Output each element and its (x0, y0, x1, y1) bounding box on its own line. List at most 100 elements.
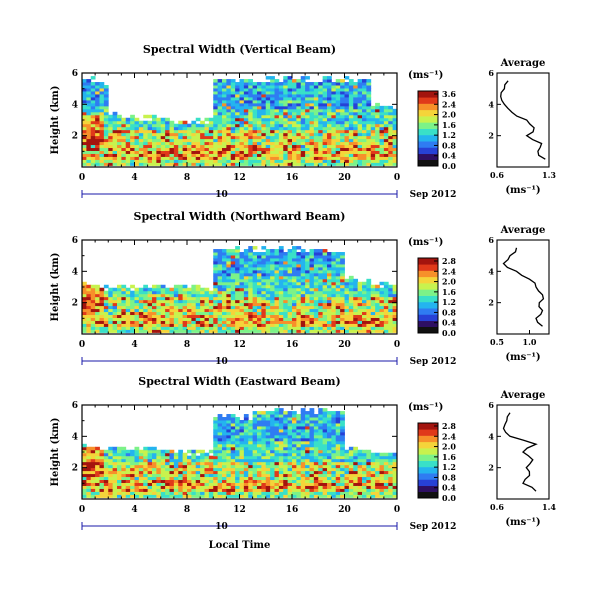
heatmap-cell (270, 443, 275, 448)
heatmap-cell (305, 323, 310, 327)
heatmap-cell (86, 302, 92, 307)
heatmap-cell (283, 293, 289, 298)
heatmap-cell (138, 323, 144, 327)
heatmap-cell (248, 302, 254, 307)
heatmap-cell (187, 308, 192, 313)
heatmap-cell (261, 114, 267, 119)
heatmap-cell (305, 88, 310, 92)
heatmap-cell (340, 455, 345, 460)
heatmap-cell (90, 162, 96, 166)
heatmap-cell (147, 473, 153, 478)
heatmap-cell (248, 246, 254, 250)
heatmap-cell (213, 135, 219, 140)
heatmap-cell (222, 470, 227, 475)
heatmap-cell (108, 320, 114, 324)
heatmap-cell (99, 491, 105, 495)
heatmap-cell (226, 305, 232, 310)
heatmap-cell (305, 443, 310, 448)
heatmap-cell (230, 129, 236, 134)
heatmap-cell (82, 141, 87, 146)
heatmap-cell (160, 284, 166, 289)
heatmap-cell (274, 317, 280, 321)
heatmap-cell (261, 482, 267, 486)
heatmap-cell (147, 464, 153, 469)
heatmap-cell (169, 458, 175, 463)
heatmap-cell (252, 452, 258, 457)
heatmap-cell (108, 147, 114, 151)
heatmap-cell (248, 443, 254, 448)
heatmap-cell (362, 120, 367, 125)
heatmap-cell (222, 162, 227, 166)
heatmap-cell (191, 323, 197, 327)
heatmap-cell (257, 272, 262, 277)
heatmap-cell (362, 141, 367, 146)
heatmap-cell (270, 147, 275, 151)
heatmap-cell (195, 467, 201, 472)
heatmap-cell (313, 260, 319, 265)
heatmap-cell (248, 129, 254, 134)
heatmap-cell (331, 476, 337, 481)
heatmap-cell (252, 293, 258, 298)
heatmap-cell (313, 323, 319, 327)
heatmap-cell (173, 488, 179, 492)
heatmap-cell (239, 320, 245, 324)
heatmap-cell (147, 320, 153, 324)
heatmap-cell (379, 317, 385, 321)
heatmap-cell (322, 159, 328, 163)
heatmap-cell (261, 246, 267, 250)
heatmap-cell (248, 482, 254, 486)
heatmap-cell (375, 326, 380, 330)
heatmap-cell (318, 257, 324, 262)
heatmap-cell (134, 320, 140, 324)
heatmap-cell (287, 434, 293, 439)
heatmap-cell (261, 434, 267, 439)
heatmap-cell (160, 126, 166, 131)
heatmap-cell (82, 90, 87, 95)
heatmap-cell (270, 99, 275, 104)
heatmap-cell (353, 144, 359, 149)
average-y-tick-label: 2 (488, 131, 494, 141)
heatmap-cell (265, 461, 271, 466)
heatmap-cell (274, 117, 280, 122)
heatmap-cell (296, 114, 302, 119)
heatmap-cell (90, 491, 96, 495)
heatmap-cell (173, 293, 179, 298)
heatmap-cell (344, 455, 350, 460)
heatmap-cell (270, 320, 275, 324)
heatmap-cell (270, 254, 275, 259)
heatmap-cell (230, 414, 236, 418)
heatmap-cell (370, 135, 376, 140)
heatmap-cell (213, 431, 219, 436)
heatmap-cell (82, 290, 87, 295)
heatmap-cell (165, 449, 170, 454)
heatmap-cell (200, 129, 205, 134)
heatmap-cell (178, 296, 184, 301)
heatmap-cell (270, 476, 275, 481)
heatmap-cell (213, 284, 219, 289)
heatmap-cell (86, 132, 92, 137)
heatmap-cell (130, 135, 135, 140)
heatmap-cell (248, 422, 254, 427)
heatmap-cell (296, 470, 302, 475)
heatmap-cell (278, 123, 284, 128)
heatmap-cell (147, 317, 153, 321)
heatmap-cell (375, 141, 380, 146)
heatmap-cell (156, 323, 162, 327)
heatmap-cell (86, 90, 92, 95)
heatmap-cell (86, 308, 92, 313)
heatmap-cell (331, 296, 337, 301)
heatmap-cell (353, 320, 359, 324)
heatmap-cell (143, 147, 149, 151)
heatmap-cell (392, 144, 398, 149)
heatmap-cell (156, 494, 162, 498)
heatmap-cell (178, 467, 184, 472)
heatmap-cell (270, 126, 275, 131)
heatmap-cell (287, 102, 293, 107)
heatmap-cell (270, 290, 275, 295)
heatmap-cell (322, 419, 328, 424)
heatmap-cell (335, 485, 341, 489)
heatmap-cell (322, 108, 328, 113)
heatmap-cell (222, 126, 227, 131)
heatmap-cell (278, 422, 284, 427)
heatmap-cell (182, 144, 188, 149)
